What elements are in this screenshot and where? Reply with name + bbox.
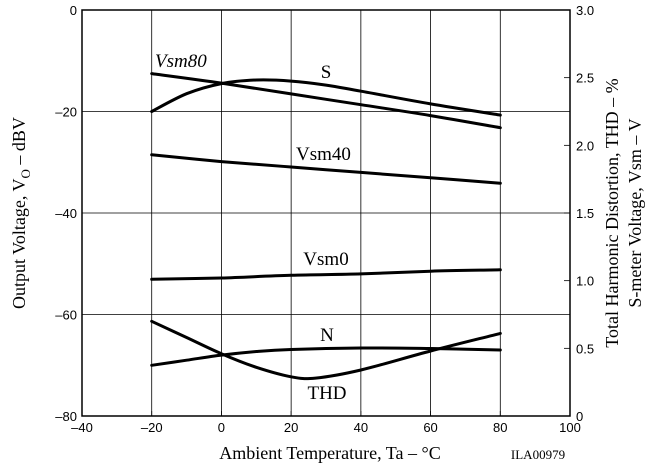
y-left-title-main: Output Voltage, V (9, 178, 29, 309)
y-right-axis-title-thd: Total Harmonic Distortion, THD – % (602, 78, 622, 347)
figure-code: ILA00979 (511, 447, 565, 462)
x-tick-label: 80 (493, 420, 507, 435)
y-left-tick-label: –80 (55, 409, 77, 424)
y-left-title-subscript: O (18, 169, 33, 178)
series-label-thd: THD (307, 383, 346, 404)
series-label-vsm80: Vsm80 (155, 51, 207, 72)
series-line-n (150, 346, 502, 367)
x-tick-label: 0 (218, 420, 225, 435)
x-tick-label: –40 (71, 420, 93, 435)
x-tick-label: 40 (354, 420, 368, 435)
series-line-thd (150, 319, 502, 381)
y-right-tick-label: 3.0 (576, 3, 594, 18)
y-left-title-unit: – dBV (9, 117, 29, 169)
series-label-s: S (321, 62, 332, 83)
y-right-axis-title-vsm: S-meter Voltage, Vsm – V (625, 118, 645, 307)
y-left-axis-title: Output Voltage, VO – dBV (9, 117, 33, 309)
series-line-vsm40 (150, 153, 502, 185)
x-tick-label: –20 (141, 420, 163, 435)
y-right-tick-label: 0 (576, 409, 583, 424)
grid-lines (82, 10, 570, 416)
y-right-tick-label: 1.0 (576, 274, 594, 289)
y-right-tick-label: 0.5 (576, 341, 594, 356)
y-right-tick-label: 2.0 (576, 138, 594, 153)
y-right-tick-label: 1.5 (576, 206, 594, 221)
y-left-tick-label: –60 (55, 308, 77, 323)
y-left-tick-label: –20 (55, 105, 77, 120)
series-labels: Vsm80 S Vsm40 Vsm0 N THD (155, 51, 351, 404)
series-line-s (150, 78, 502, 117)
y-left-tick-label: –40 (55, 206, 77, 221)
x-tick-label: 20 (284, 420, 298, 435)
series-line-vsm0 (150, 268, 502, 281)
y-right-tick-label: 2.5 (576, 71, 594, 86)
series-label-vsm0: Vsm0 (303, 249, 348, 270)
series-label-vsm40: Vsm40 (296, 144, 351, 165)
series-label-n: N (320, 325, 334, 346)
x-tick-label: 60 (423, 420, 437, 435)
y-left-tick-label: 0 (70, 3, 77, 18)
series-line-vsm80 (150, 72, 502, 130)
tick-labels: –40 –20 0 20 40 60 80 1000–20–40–60–803.02.52.0… (55, 3, 594, 435)
series-lines (150, 72, 502, 381)
x-axis-title: Ambient Temperature, Ta – °C (219, 443, 440, 463)
x-tick-label: 100 (559, 420, 581, 435)
